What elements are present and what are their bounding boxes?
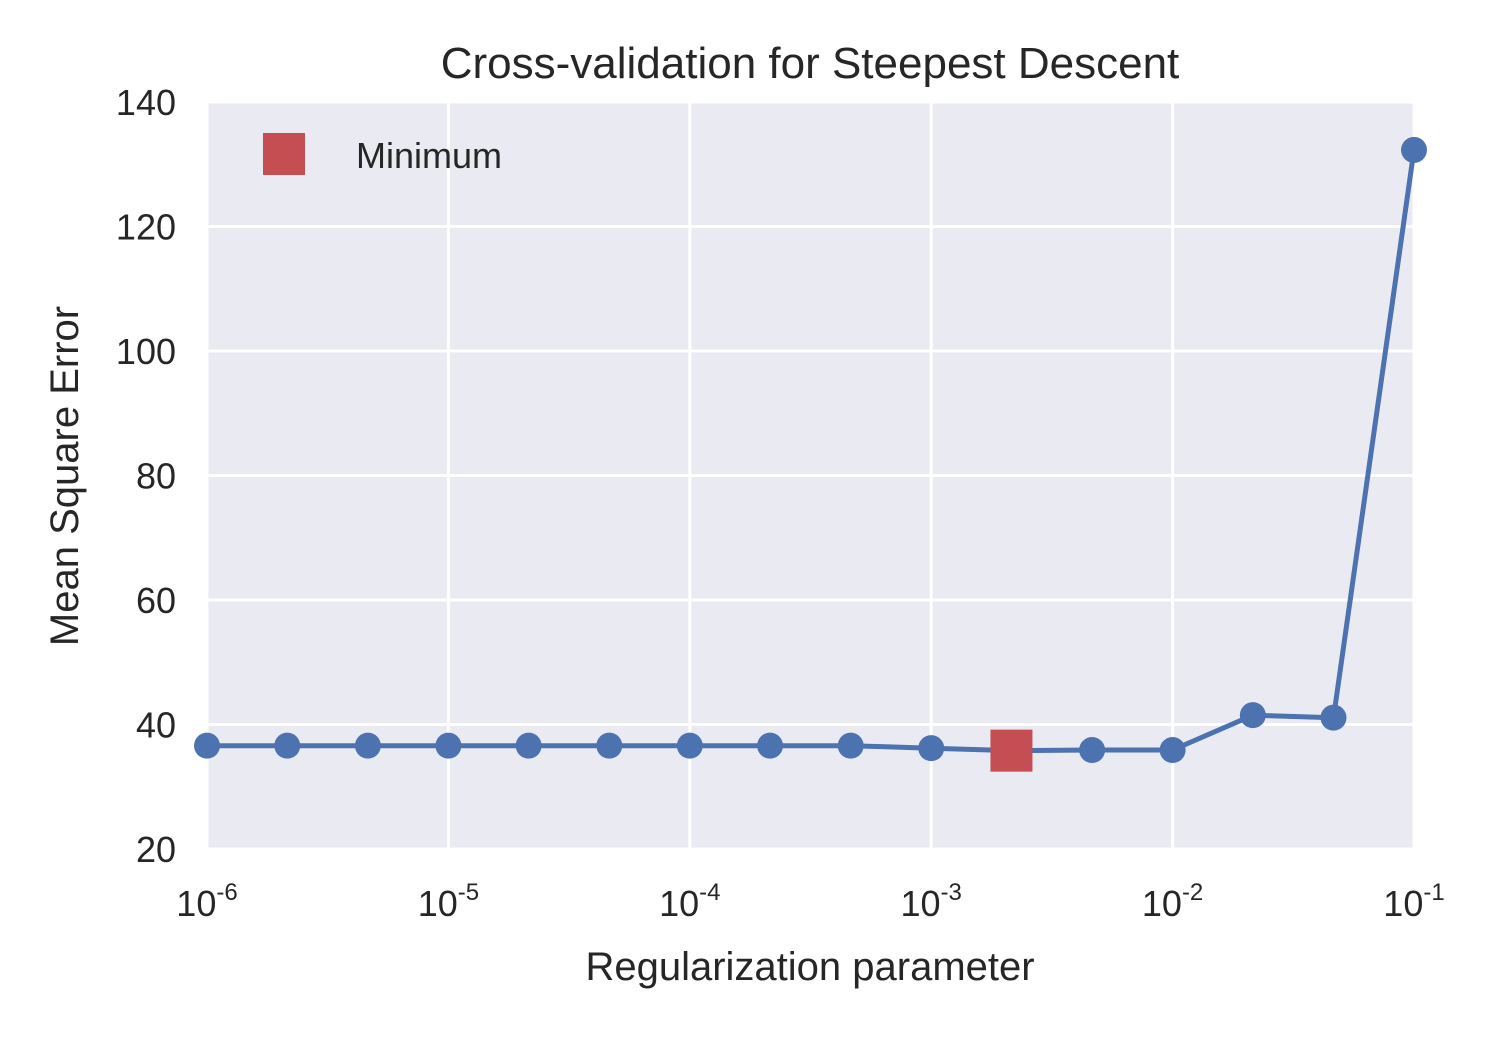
- x-tick-base: 10: [418, 883, 458, 924]
- y-tick-label-6: 140: [116, 82, 176, 123]
- x-tick-label-1: 10-5: [418, 879, 479, 924]
- data-point-14: [1320, 704, 1347, 731]
- y-tick-label-2: 60: [136, 580, 176, 621]
- y-tick-label-5: 120: [116, 207, 176, 248]
- x-tick-labels: 10-6 10-5 10-4 10-3 10-2 10-1: [176, 879, 1444, 924]
- data-point-12: [1159, 737, 1186, 764]
- y-tick-label-0: 20: [136, 829, 176, 870]
- legend-minimum-label: Minimum: [356, 135, 502, 176]
- x-tick-base: 10: [1142, 883, 1182, 924]
- y-tick-label-1: 40: [136, 705, 176, 746]
- x-tick-label-0: 10-6: [176, 879, 237, 924]
- x-tick-exponent: -4: [699, 879, 720, 906]
- data-point-6: [676, 732, 703, 759]
- x-axis-label: Regularization parameter: [585, 945, 1034, 989]
- x-tick-base: 10: [659, 883, 699, 924]
- x-tick-base: 10: [1383, 883, 1423, 924]
- data-point-1: [274, 732, 301, 759]
- y-tick-labels: 20 40 60 80 100 120 140: [116, 82, 176, 870]
- grid-lines: [205, 100, 1416, 851]
- data-point-8: [837, 732, 864, 759]
- x-tick-exponent: -2: [1182, 879, 1203, 906]
- x-tick-label-3: 10-3: [901, 879, 962, 924]
- legend-minimum-swatch: [263, 133, 305, 175]
- data-point-11: [1079, 737, 1106, 764]
- x-tick-label-5: 10-1: [1383, 879, 1444, 924]
- data-series: [194, 136, 1427, 764]
- y-tick-label-3: 80: [136, 456, 176, 497]
- x-tick-exponent: -6: [216, 879, 237, 906]
- x-tick-exponent: -1: [1423, 879, 1444, 906]
- data-point-13: [1239, 702, 1266, 729]
- x-tick-base: 10: [176, 883, 216, 924]
- data-point-15: [1401, 136, 1427, 163]
- data-point-0: [194, 732, 220, 759]
- x-tick-base: 10: [901, 883, 941, 924]
- y-tick-label-4: 100: [116, 331, 176, 372]
- x-tick-exponent: -5: [458, 879, 479, 906]
- y-axis-label: Mean Square Error: [43, 306, 87, 646]
- chart-title: Cross-validation for Steepest Descent: [441, 39, 1180, 88]
- x-tick-label-2: 10-4: [659, 879, 720, 924]
- legend: Minimum: [263, 133, 502, 176]
- x-tick-label-4: 10-2: [1142, 879, 1203, 924]
- data-point-7: [757, 732, 784, 759]
- data-point-9: [918, 735, 945, 762]
- data-point-3: [435, 732, 462, 759]
- series-line-0: [207, 149, 1417, 754]
- minimum-marker: [990, 729, 1033, 772]
- data-point-2: [354, 732, 381, 759]
- data-point-5: [596, 732, 623, 759]
- data-point-4: [515, 732, 542, 759]
- x-tick-exponent: -3: [941, 879, 962, 906]
- minimum-marker-layer: [990, 729, 1033, 772]
